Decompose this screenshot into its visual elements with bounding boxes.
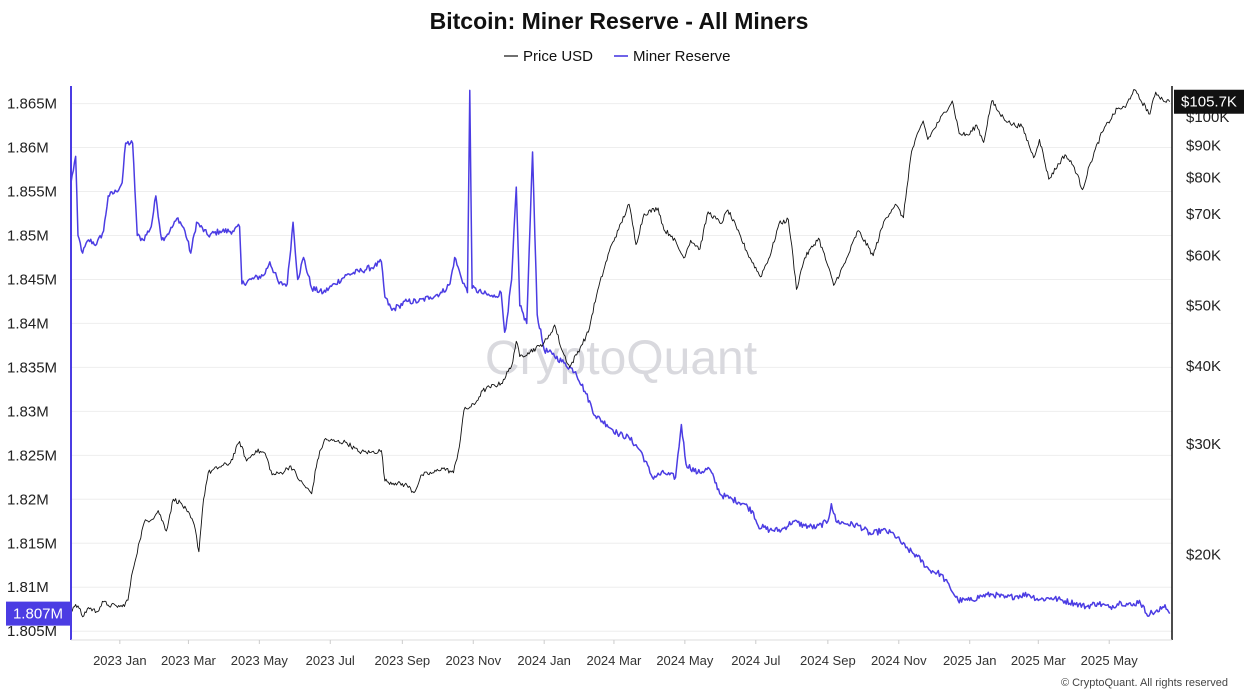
legend[interactable]: Price USD Miner Reserve xyxy=(504,48,731,65)
x-tick-label: 2025 Mar xyxy=(1011,653,1067,668)
x-tick-label: 2024 Mar xyxy=(586,653,642,668)
left-current-badge: 1.807M xyxy=(6,601,70,626)
right-tick-label: $50K xyxy=(1186,297,1221,314)
left-tick-label: 1.865M xyxy=(7,96,57,113)
right-current-badge-bg xyxy=(1174,89,1244,114)
right-tick-label: $40K xyxy=(1186,358,1221,375)
x-tick-label: 2023 Jan xyxy=(93,653,147,668)
left-axis-ticks: 1.805M 1.81M 1.815M 1.82M 1.825M 1.83M 1.835M 1… xyxy=(7,96,57,641)
left-tick-label: 1.86M xyxy=(7,140,49,157)
x-tick-label: 2025 May xyxy=(1081,653,1139,668)
price-usd-line xyxy=(70,89,1171,618)
x-tick-label: 2023 Sep xyxy=(375,653,431,668)
left-tick-label: 1.835M xyxy=(7,359,57,376)
miner-reserve-line xyxy=(70,89,1171,617)
right-current-value: $105.7K xyxy=(1181,94,1237,111)
x-tick-label: 2024 Nov xyxy=(871,653,927,668)
left-tick-label: 1.83M xyxy=(7,403,49,420)
x-tick-label: 2023 May xyxy=(231,653,289,668)
right-tick-label: $70K xyxy=(1186,206,1221,223)
right-tick-label: $30K xyxy=(1186,436,1221,453)
legend-price-label[interactable]: Price USD xyxy=(523,48,593,65)
right-tick-label: $60K xyxy=(1186,248,1221,265)
left-tick-label: 1.855M xyxy=(7,184,57,201)
x-tick-label: 2023 Jul xyxy=(306,653,355,668)
right-current-badge: $105.7K xyxy=(1174,89,1244,114)
x-tick-label: 2024 Sep xyxy=(800,653,856,668)
x-tick-label: 2024 May xyxy=(656,653,714,668)
chart-title: Bitcoin: Miner Reserve - All Miners xyxy=(430,8,809,34)
right-tick-label: $20K xyxy=(1186,546,1221,563)
x-tick-label: 2023 Mar xyxy=(161,653,217,668)
legend-reserve-label[interactable]: Miner Reserve xyxy=(633,48,731,65)
left-tick-label: 1.845M xyxy=(7,271,57,288)
miner-reserve-series xyxy=(70,89,1171,617)
left-tick-label: 1.84M xyxy=(7,315,49,332)
x-axis-ticks: 2023 Jan 2023 Mar 2023 May 2023 Jul 2023 Sep… xyxy=(93,640,1138,668)
gridlines xyxy=(71,103,1172,632)
x-tick-label: 2023 Nov xyxy=(445,653,501,668)
x-tick-label: 2024 Jul xyxy=(731,653,780,668)
left-tick-label: 1.805M xyxy=(7,623,57,640)
right-tick-label: $90K xyxy=(1186,137,1221,154)
left-tick-label: 1.81M xyxy=(7,579,49,596)
copyright: © CryptoQuant. All rights reserved xyxy=(1061,677,1228,689)
x-tick-label: 2024 Jan xyxy=(517,653,571,668)
left-tick-label: 1.85M xyxy=(7,227,49,244)
right-tick-label: $80K xyxy=(1186,169,1221,186)
watermark: CryptoQuant xyxy=(485,332,757,385)
left-tick-label: 1.825M xyxy=(7,447,57,464)
left-current-value: 1.807M xyxy=(13,606,63,623)
left-current-badge-bg xyxy=(6,601,70,626)
x-tick-label: 2025 Jan xyxy=(943,653,997,668)
left-tick-label: 1.815M xyxy=(7,535,57,552)
right-axis-ticks: $20K$30K$40K$50K$60K$70K$80K$90K$100K xyxy=(1186,109,1229,564)
left-tick-label: 1.82M xyxy=(7,491,49,508)
price-usd-series xyxy=(70,89,1171,618)
